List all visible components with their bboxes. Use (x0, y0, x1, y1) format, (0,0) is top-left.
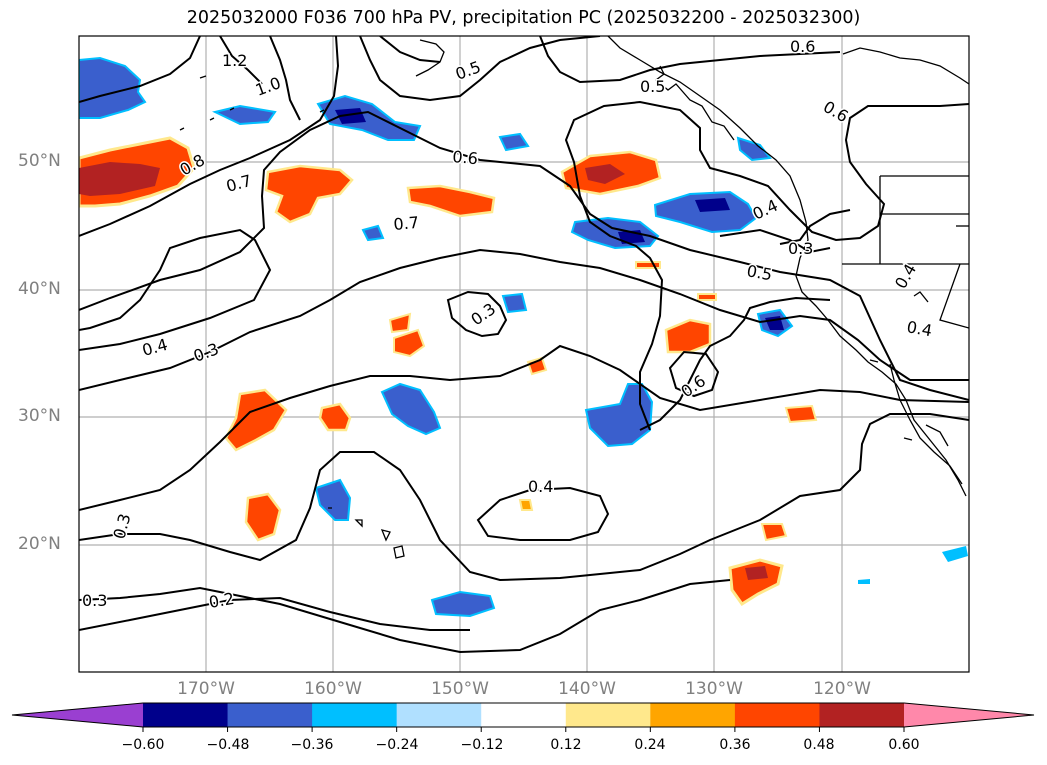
contour-label: 0.5 (745, 261, 773, 284)
contour-label: 0.6 (452, 147, 479, 168)
contour-label: 0.3 (467, 299, 499, 329)
colorbar-tick-label: −0.12 (460, 737, 504, 753)
lon-label-160w: 160°W (304, 679, 362, 699)
contour-label: 0.3 (110, 512, 135, 542)
colorbar-tick-label: −0.24 (375, 737, 419, 753)
colorbar-cell (819, 703, 905, 727)
contour-label: 0.6 (820, 97, 852, 126)
contour-label: 0.7 (224, 171, 254, 196)
map-frame (78, 35, 970, 673)
contour-label: 0.2 (207, 589, 235, 612)
colorbar-cell (396, 703, 482, 727)
precip-negative (79, 56, 968, 618)
colorbar-cell (565, 703, 651, 727)
colorbar-tick-label: −0.60 (121, 737, 165, 753)
lat-label-20n: 20°N (18, 534, 61, 554)
colorbar-cell (143, 703, 229, 727)
pv-contours (79, 36, 969, 654)
colorbar-cell (650, 703, 736, 727)
colorbar-tick-label: 0.36 (719, 737, 751, 753)
contour-label: 0.3 (788, 239, 813, 258)
contour-label: 0.3 (82, 591, 107, 610)
lat-label-50n: 50°N (18, 151, 61, 171)
contour-label: 0.3 (191, 339, 221, 366)
colorbar-cell (734, 703, 820, 727)
coastlines (179, 36, 969, 559)
map-title: 2025032000 F036 700 hPa PV, precipitatio… (186, 8, 861, 28)
contour-label: 0.7 (393, 213, 420, 234)
colorbar-cell (312, 703, 398, 727)
lon-label-140w: 140°W (558, 679, 616, 699)
colorbar-extend-high (904, 703, 1034, 727)
contour-label: 1.2 (222, 51, 247, 70)
contour-labels: 1.21.00.80.70.60.50.70.50.60.60.40.30.50… (81, 36, 936, 614)
lon-label-120w: 120°W (813, 679, 871, 699)
colorbar-cell (481, 703, 567, 727)
colorbar-cell (227, 703, 313, 727)
colorbar-tick-label: 0.24 (634, 737, 666, 753)
contour-label: 0.4 (905, 317, 933, 340)
colorbar-tick-label: 0.48 (803, 737, 835, 753)
contour-label: 0.4 (891, 260, 920, 292)
lon-label-130w: 130°W (685, 679, 743, 699)
contour-label: 0.5 (640, 77, 665, 96)
colorbar-tick-label: −0.48 (206, 737, 250, 753)
lon-label-170w: 170°W (177, 679, 235, 699)
colorbar-tick-label: 0.60 (888, 737, 920, 753)
gridlines (79, 36, 969, 672)
lat-label-40n: 40°N (18, 279, 61, 299)
colorbar-extend-low (12, 703, 143, 727)
colorbar (11, 702, 1035, 732)
lon-label-150w: 150°W (431, 679, 489, 699)
colorbar-tick-label: 0.12 (550, 737, 582, 753)
lat-label-30n: 30°N (18, 406, 61, 426)
colorbar-tick-label: −0.36 (290, 737, 334, 753)
contour-label: 0.4 (528, 477, 553, 496)
contour-label: 1.0 (253, 73, 283, 100)
contour-label: 0.6 (790, 37, 815, 56)
